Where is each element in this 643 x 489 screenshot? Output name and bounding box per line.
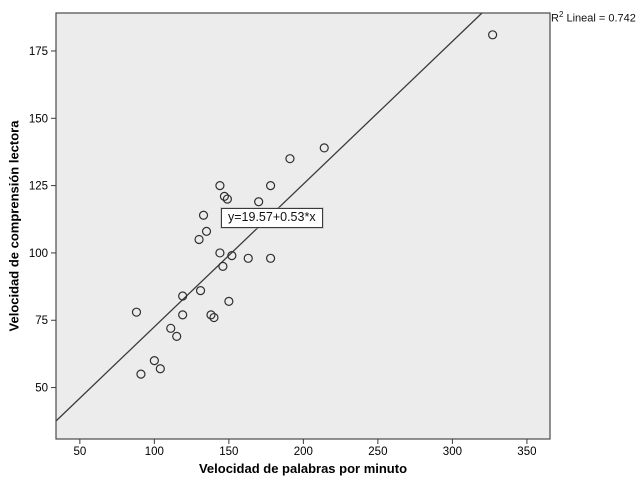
x-tick-label: 50 bbox=[73, 446, 86, 458]
y-tick-label: 125 bbox=[29, 181, 48, 193]
data-point bbox=[201, 226, 212, 236]
data-point bbox=[194, 234, 204, 245]
r2-superscript: 2 bbox=[558, 10, 564, 19]
data-point bbox=[319, 143, 329, 153]
y-tick-label: 150 bbox=[29, 113, 48, 125]
x-tick-label: 150 bbox=[219, 446, 238, 458]
data-point bbox=[178, 310, 188, 320]
data-point bbox=[254, 197, 264, 207]
regression-equation-label: y=19.57+0.53*x bbox=[221, 208, 323, 228]
y-tick-label: 50 bbox=[35, 383, 48, 395]
data-point bbox=[195, 286, 206, 296]
data-point bbox=[224, 296, 234, 306]
x-tick-label: 200 bbox=[294, 446, 313, 458]
data-point bbox=[219, 191, 229, 201]
data-point bbox=[178, 291, 188, 301]
data-point bbox=[166, 323, 176, 333]
y-axis-title: Velocidad de comprensión lectora bbox=[6, 120, 22, 332]
x-tick-label: 100 bbox=[145, 446, 164, 458]
x-tick-label: 350 bbox=[517, 446, 536, 458]
data-point bbox=[206, 310, 216, 320]
data-point bbox=[198, 210, 209, 220]
data-point bbox=[215, 181, 225, 191]
r2-value-text: Lineal = 0.742 bbox=[563, 12, 636, 25]
data-point bbox=[265, 253, 276, 263]
data-point bbox=[285, 154, 295, 164]
x-tick-label: 250 bbox=[368, 446, 387, 458]
data-point bbox=[155, 364, 165, 374]
x-tick-label: 300 bbox=[443, 446, 462, 458]
data-point bbox=[488, 30, 498, 40]
data-point bbox=[215, 248, 225, 258]
x-axis-title: Velocidad de palabras por minuto bbox=[198, 461, 408, 476]
data-point bbox=[131, 307, 142, 317]
data-point bbox=[265, 181, 276, 191]
data-point bbox=[209, 312, 219, 323]
data-point bbox=[136, 369, 146, 379]
r2-base: R bbox=[551, 12, 559, 25]
r2-annotation: R2 Lineal = 0.742 bbox=[551, 10, 636, 25]
y-tick-label: 100 bbox=[29, 248, 48, 260]
data-point bbox=[149, 356, 159, 366]
data-point bbox=[222, 194, 232, 204]
data-point bbox=[218, 261, 228, 271]
y-tick-label: 75 bbox=[35, 315, 48, 327]
data-point bbox=[227, 251, 237, 261]
data-point bbox=[172, 331, 182, 342]
data-point bbox=[243, 253, 253, 263]
y-tick-label: 175 bbox=[29, 46, 48, 58]
